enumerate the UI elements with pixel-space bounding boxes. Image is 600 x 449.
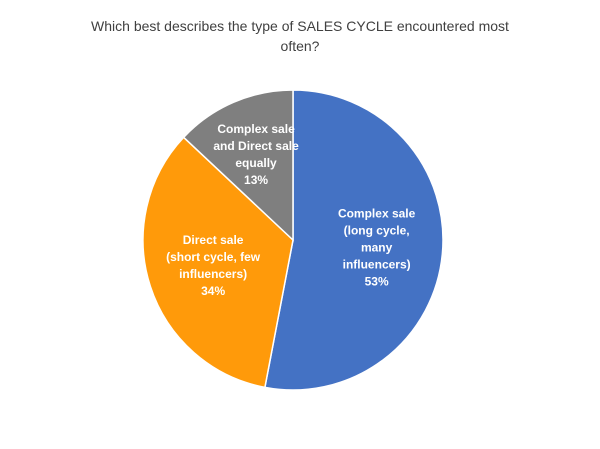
- pie-slice: [142, 136, 294, 389]
- pie-slice: [182, 89, 294, 242]
- chart-title: Which best describes the type of SALES C…: [91, 18, 509, 54]
- category-label: Direct sale (short cycle, few influencer…: [166, 232, 261, 281]
- slice-label: Complex sale (long cycle, many influence…: [329, 205, 425, 290]
- category-label: Complex sale and Direct sale equally: [213, 121, 299, 170]
- category-label: Complex sale (long cycle, many influence…: [337, 206, 416, 272]
- value-label: 34%: [201, 283, 226, 298]
- value-label: 13%: [244, 172, 269, 187]
- slice-label: Complex sale and Direct sale equally 13%: [208, 121, 304, 189]
- pie-slice: [264, 89, 444, 391]
- value-label: 53%: [364, 274, 389, 289]
- slice-label: Direct sale (short cycle, few influencer…: [165, 232, 261, 300]
